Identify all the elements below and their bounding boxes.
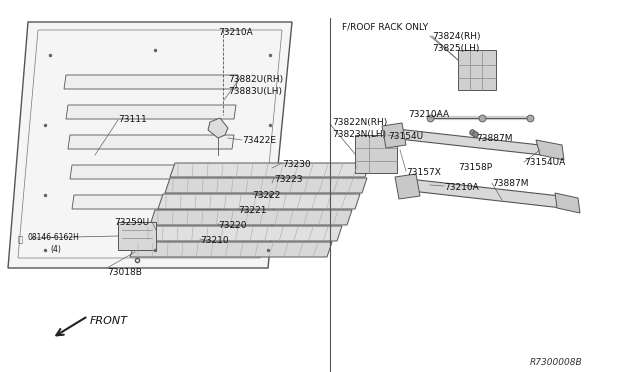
Text: (4): (4) [50, 245, 61, 254]
Polygon shape [68, 135, 234, 149]
Polygon shape [158, 194, 360, 209]
Text: 73210: 73210 [200, 236, 228, 245]
Polygon shape [72, 195, 230, 209]
Text: 73111: 73111 [118, 115, 147, 124]
Text: 73887M: 73887M [476, 134, 513, 143]
Polygon shape [150, 210, 352, 225]
Text: 08146-6162H: 08146-6162H [28, 233, 80, 242]
Text: 73018B: 73018B [107, 268, 142, 277]
Text: 73882U(RH): 73882U(RH) [228, 75, 283, 84]
Polygon shape [165, 178, 367, 193]
Polygon shape [555, 193, 580, 213]
Polygon shape [355, 135, 397, 173]
Polygon shape [395, 174, 420, 199]
Text: 73223: 73223 [274, 175, 303, 184]
Text: 73221: 73221 [238, 206, 266, 215]
Text: F/ROOF RACK ONLY: F/ROOF RACK ONLY [342, 22, 428, 31]
Polygon shape [458, 50, 496, 90]
Text: FRONT: FRONT [90, 316, 128, 326]
Text: 73158P: 73158P [458, 163, 492, 172]
Text: 73822N(RH): 73822N(RH) [332, 118, 387, 127]
Text: Ⓑ: Ⓑ [18, 235, 23, 244]
Polygon shape [64, 75, 238, 89]
Polygon shape [400, 178, 562, 208]
Text: 73824(RH): 73824(RH) [432, 32, 481, 41]
Text: R7300008B: R7300008B [530, 358, 582, 367]
Text: 73154UA: 73154UA [524, 158, 565, 167]
Text: 73259U: 73259U [114, 218, 149, 227]
Polygon shape [536, 140, 564, 160]
Polygon shape [208, 118, 228, 138]
Polygon shape [388, 128, 542, 155]
Polygon shape [170, 163, 370, 177]
Text: 73825(LH): 73825(LH) [432, 44, 479, 53]
Text: 73887M: 73887M [492, 179, 529, 188]
Text: 73220: 73220 [218, 221, 246, 230]
Polygon shape [66, 105, 236, 119]
Text: 73422E: 73422E [242, 136, 276, 145]
Polygon shape [382, 123, 406, 148]
Text: 73823N(LH): 73823N(LH) [332, 130, 386, 139]
Text: 73222: 73222 [252, 191, 280, 200]
Text: 73230: 73230 [282, 160, 310, 169]
Polygon shape [130, 242, 332, 257]
Text: 73210A: 73210A [218, 28, 253, 37]
Text: 73157X: 73157X [406, 168, 441, 177]
Polygon shape [118, 222, 156, 250]
Text: 73883U(LH): 73883U(LH) [228, 87, 282, 96]
Polygon shape [140, 226, 342, 241]
Polygon shape [8, 22, 292, 268]
Text: 73210AA: 73210AA [408, 110, 449, 119]
Text: 73210A: 73210A [444, 183, 479, 192]
Polygon shape [70, 165, 232, 179]
Text: 73154U: 73154U [388, 132, 423, 141]
